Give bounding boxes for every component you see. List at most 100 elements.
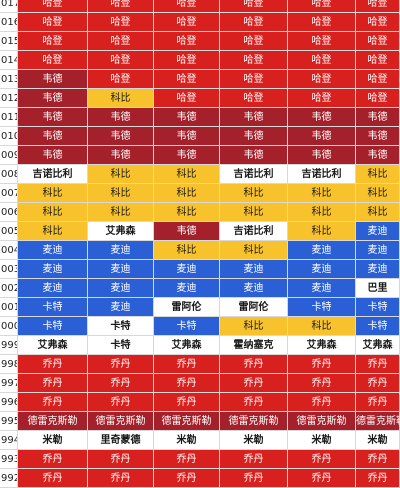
player-cell[interactable]: 乔丹 (88, 374, 154, 393)
player-cell[interactable]: 韦德 (18, 127, 88, 146)
player-cell[interactable]: 麦迪 (18, 241, 88, 260)
player-cell[interactable]: 麦迪 (88, 260, 154, 279)
player-cell[interactable]: 麦迪 (220, 279, 288, 298)
player-cell[interactable]: 麦迪 (18, 279, 88, 298)
player-cell[interactable]: 艾弗森 (154, 336, 220, 355)
player-cell[interactable]: 乔丹 (154, 393, 220, 412)
player-cell[interactable]: 德雷克斯勒 (154, 412, 220, 431)
player-cell[interactable]: 哈登 (18, 13, 88, 32)
player-cell[interactable]: 乔丹 (356, 469, 400, 488)
player-cell[interactable]: 韦德 (18, 146, 88, 165)
player-cell[interactable]: 科比 (356, 165, 400, 184)
player-cell[interactable]: 科比 (18, 184, 88, 203)
player-cell[interactable]: 科比 (18, 203, 88, 222)
player-cell[interactable]: 麦迪 (356, 241, 400, 260)
year-cell[interactable]: 995 (0, 412, 18, 431)
year-cell[interactable]: 000 (0, 317, 18, 336)
year-cell[interactable]: 007 (0, 184, 18, 203)
player-cell[interactable]: 乔丹 (154, 450, 220, 469)
player-cell[interactable]: 乔丹 (154, 374, 220, 393)
year-cell[interactable]: 003 (0, 260, 18, 279)
player-cell[interactable]: 科比 (356, 203, 400, 222)
player-cell[interactable]: 麦迪 (356, 222, 400, 241)
player-cell[interactable]: 科比 (18, 222, 88, 241)
player-cell[interactable]: 哈登 (154, 0, 220, 13)
player-cell[interactable]: 德雷克斯勒 (356, 412, 400, 431)
year-cell[interactable]: 014 (0, 51, 18, 70)
player-cell[interactable]: 里奇蒙德 (88, 431, 154, 450)
player-cell[interactable]: 吉诺比利 (220, 165, 288, 184)
player-cell[interactable]: 乔丹 (88, 469, 154, 488)
player-cell[interactable]: 哈登 (18, 32, 88, 51)
player-cell[interactable]: 科比 (154, 165, 220, 184)
player-cell[interactable]: 哈登 (220, 32, 288, 51)
player-cell[interactable]: 麦迪 (288, 241, 356, 260)
year-cell[interactable]: 006 (0, 203, 18, 222)
player-cell[interactable]: 哈登 (154, 13, 220, 32)
player-cell[interactable]: 艾弗森 (288, 336, 356, 355)
player-cell[interactable]: 科比 (154, 241, 220, 260)
year-cell[interactable]: 994 (0, 431, 18, 450)
player-cell[interactable]: 乔丹 (356, 355, 400, 374)
player-cell[interactable]: 哈登 (18, 51, 88, 70)
player-cell[interactable]: 卡特 (288, 298, 356, 317)
player-cell[interactable]: 雷阿伦 (220, 298, 288, 317)
player-cell[interactable]: 科比 (88, 89, 154, 108)
player-cell[interactable]: 德雷克斯勒 (18, 412, 88, 431)
player-cell[interactable]: 麦迪 (220, 260, 288, 279)
player-cell[interactable]: 麦迪 (154, 279, 220, 298)
player-cell[interactable]: 哈登 (356, 32, 400, 51)
player-cell[interactable]: 哈登 (288, 70, 356, 89)
player-cell[interactable]: 乔丹 (288, 469, 356, 488)
player-cell[interactable]: 麦迪 (88, 298, 154, 317)
player-cell[interactable]: 韦德 (88, 127, 154, 146)
player-cell[interactable]: 韦德 (356, 146, 400, 165)
player-cell[interactable]: 哈登 (220, 89, 288, 108)
player-cell[interactable]: 韦德 (154, 127, 220, 146)
player-cell[interactable]: 科比 (88, 165, 154, 184)
player-cell[interactable]: 韦德 (88, 108, 154, 127)
player-cell[interactable]: 哈登 (220, 0, 288, 13)
year-cell[interactable]: 012 (0, 89, 18, 108)
player-cell[interactable]: 哈登 (356, 13, 400, 32)
player-cell[interactable]: 麦迪 (88, 279, 154, 298)
player-cell[interactable]: 卡特 (154, 317, 220, 336)
player-cell[interactable]: 乔丹 (154, 469, 220, 488)
player-cell[interactable]: 乔丹 (18, 393, 88, 412)
player-cell[interactable]: 麦迪 (88, 241, 154, 260)
player-cell[interactable]: 韦德 (356, 127, 400, 146)
year-cell[interactable]: 999 (0, 336, 18, 355)
player-cell[interactable]: 吉诺比利 (18, 165, 88, 184)
year-cell[interactable]: 002 (0, 279, 18, 298)
player-cell[interactable]: 麦迪 (356, 260, 400, 279)
year-cell[interactable]: 993 (0, 450, 18, 469)
player-cell[interactable]: 哈登 (154, 70, 220, 89)
player-cell[interactable]: 吉诺比利 (220, 222, 288, 241)
player-cell[interactable]: 吉诺比利 (288, 165, 356, 184)
player-cell[interactable]: 艾弗森 (88, 222, 154, 241)
player-cell[interactable]: 乔丹 (356, 374, 400, 393)
player-cell[interactable]: 米勒 (18, 431, 88, 450)
player-cell[interactable]: 米勒 (356, 431, 400, 450)
player-cell[interactable]: 哈登 (220, 51, 288, 70)
player-cell[interactable]: 米勒 (220, 431, 288, 450)
year-cell[interactable]: 015 (0, 32, 18, 51)
player-cell[interactable]: 米勒 (154, 431, 220, 450)
player-cell[interactable]: 哈登 (88, 51, 154, 70)
player-cell[interactable]: 哈登 (88, 0, 154, 13)
player-cell[interactable]: 乔丹 (88, 450, 154, 469)
year-cell[interactable]: 004 (0, 241, 18, 260)
player-cell[interactable]: 哈登 (88, 32, 154, 51)
player-cell[interactable]: 霍纳塞克 (220, 336, 288, 355)
player-cell[interactable]: 科比 (88, 203, 154, 222)
player-cell[interactable]: 乔丹 (154, 355, 220, 374)
player-cell[interactable]: 科比 (288, 317, 356, 336)
player-cell[interactable]: 卡特 (356, 317, 400, 336)
player-cell[interactable]: 哈登 (356, 89, 400, 108)
player-cell[interactable]: 艾弗森 (356, 336, 400, 355)
player-cell[interactable]: 韦德 (220, 108, 288, 127)
player-cell[interactable]: 雷阿伦 (154, 298, 220, 317)
player-cell[interactable]: 乔丹 (220, 469, 288, 488)
player-cell[interactable]: 哈登 (18, 0, 88, 13)
player-cell[interactable]: 科比 (288, 184, 356, 203)
